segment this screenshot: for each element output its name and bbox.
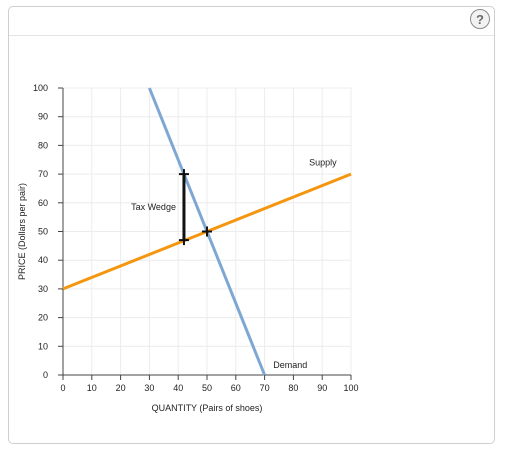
y-tick-label: 30 (38, 284, 48, 294)
y-tick-label: 60 (38, 198, 48, 208)
help-circle-icon[interactable]: ? (470, 9, 490, 29)
x-tick-label: 90 (317, 383, 327, 393)
equilibrium-point[interactable] (202, 226, 212, 237)
x-axis-label: QUANTITY (Pairs of shoes) (152, 403, 263, 413)
y-tick-label: 10 (38, 341, 48, 351)
x-tick-label: 20 (116, 383, 126, 393)
x-tick-label: 100 (343, 383, 358, 393)
x-tick-label: 70 (260, 383, 270, 393)
y-tick-label: 80 (38, 140, 48, 150)
demand-label: Demand (273, 360, 307, 370)
supply-label: Supply (309, 157, 337, 167)
seller-price-point[interactable] (178, 235, 189, 246)
question-panel (8, 6, 495, 444)
markers[interactable] (178, 169, 212, 246)
x-tick-label: 50 (202, 383, 212, 393)
y-tick-label: 70 (38, 169, 48, 179)
x-tick-label: 60 (231, 383, 241, 393)
y-tick-label: 50 (38, 227, 48, 237)
chart-labels: QUANTITY (Pairs of shoes) PRICE (Dollars… (17, 157, 337, 413)
panel-divider (9, 35, 494, 36)
y-tick-label: 90 (38, 112, 48, 122)
tick-labels: 0 10 20 30 40 50 60 70 80 90 100 0 10 20 30 40 50 60 70 80 9… (33, 83, 359, 393)
x-tick-label: 0 (60, 383, 65, 393)
tax-wedge-label: Tax Wedge (131, 202, 176, 212)
axes (58, 87, 352, 380)
y-tick-label: 100 (33, 83, 48, 93)
y-tick-label: 40 (38, 255, 48, 265)
y-axis-label: PRICE (Dollars per pair) (17, 183, 27, 280)
buyer-price-point[interactable] (178, 169, 189, 180)
x-tick-label: 30 (144, 383, 154, 393)
y-tick-label: 20 (38, 313, 48, 323)
y-tick-label: 0 (43, 370, 48, 380)
x-tick-label: 40 (173, 383, 183, 393)
x-tick-label: 80 (288, 383, 298, 393)
x-tick-label: 10 (87, 383, 97, 393)
